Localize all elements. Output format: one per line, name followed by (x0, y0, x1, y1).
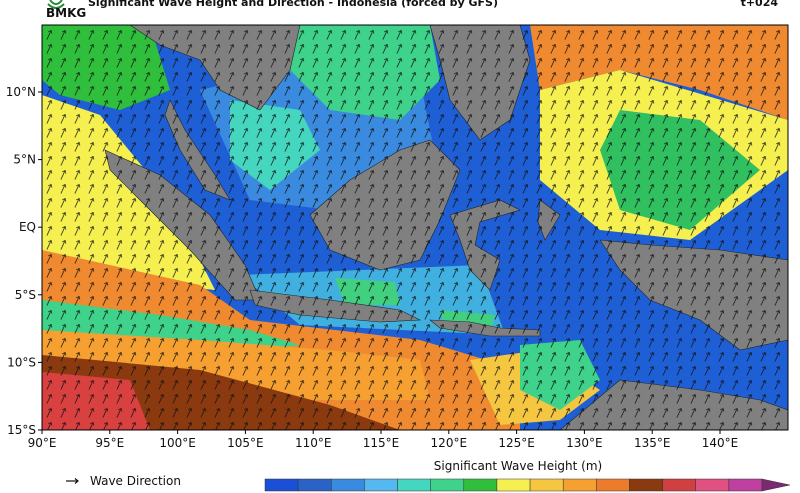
colorbar-swatch (728, 478, 763, 492)
lon-label: 95°E (95, 436, 124, 450)
lat-label: 10°S (7, 355, 36, 369)
colorbar-title: Significant Wave Height (m) (434, 459, 602, 473)
colorbar-swatch (331, 478, 365, 492)
lon-label: 135°E (634, 436, 671, 450)
lat-label: 5°N (13, 153, 36, 167)
axis-labels: 10°N 5°N EQ 5°S 10°S 15°S90°E 95°E 100°E 105°E 11… (6, 85, 739, 450)
lon-label: 125°E (498, 436, 535, 450)
colorbar-swatch (695, 478, 730, 492)
colorbar-extend (761, 478, 791, 492)
colorbar-swatch (629, 478, 663, 492)
lat-label: 5°S (15, 288, 36, 302)
forecast-time: t+024 (741, 0, 779, 9)
direction-legend: Wave Direction (66, 474, 181, 488)
lon-label: 105°E (227, 436, 264, 450)
logo-text: BMKG (46, 6, 86, 20)
colorbar-swatch (264, 478, 299, 492)
arrow-label: Wave Direction (90, 474, 181, 488)
colorbar-swatch (297, 478, 332, 492)
colorbar-swatch (562, 478, 597, 492)
lon-label: 115°E (363, 436, 400, 450)
colorbar-swatch (397, 478, 431, 492)
lon-label: 140°E (702, 436, 739, 450)
lon-label: 120°E (431, 436, 468, 450)
colorbar (264, 478, 791, 492)
colorbar-swatch (529, 478, 564, 492)
colorbar-swatch (463, 478, 498, 492)
colorbar-swatch (364, 478, 398, 492)
title: Significant Wave Height and Direction - … (88, 0, 498, 9)
lon-label: 110°E (295, 436, 332, 450)
map (42, 25, 788, 430)
colorbar-swatch (430, 478, 465, 492)
colorbar-swatch (662, 478, 696, 492)
lat-label: 10°N (6, 85, 36, 99)
colorbar-swatch (596, 478, 630, 492)
logo: BMKG (46, 0, 86, 20)
lon-label: 130°E (566, 436, 603, 450)
lat-label: EQ (19, 220, 36, 234)
lon-label: 100°E (159, 436, 196, 450)
lat-label: 15°S (7, 423, 36, 437)
colorbar-swatch (496, 478, 531, 492)
lon-label: 90°E (28, 436, 57, 450)
